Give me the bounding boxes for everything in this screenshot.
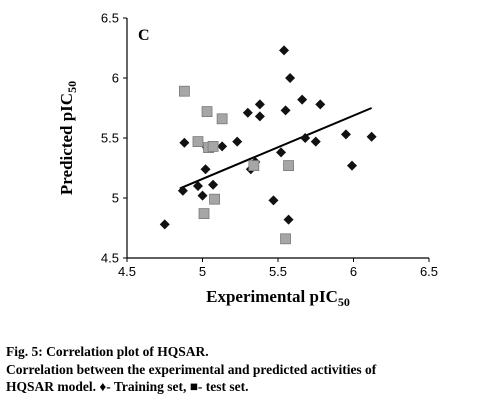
training-point xyxy=(232,136,243,147)
test-point xyxy=(178,85,190,97)
x-axis-title-main: Experimental pIC xyxy=(206,287,338,306)
test-point xyxy=(192,136,204,148)
x-tick-label: 6 xyxy=(350,264,357,279)
test-point xyxy=(198,208,210,220)
x-tick-label: 6.5 xyxy=(420,264,438,279)
test-point xyxy=(280,233,291,245)
y-axis-title: Predicted pIC50 xyxy=(57,81,79,195)
x-tick-label: 5 xyxy=(199,264,206,279)
training-point xyxy=(315,99,326,110)
training-point xyxy=(297,94,308,105)
x-tick-label: 4.5 xyxy=(118,264,136,279)
y-tick-label: 5.5 xyxy=(101,131,119,146)
training-point xyxy=(285,73,296,83)
tick-labels: 4.5 5 5.5 6 6.5 4.5 5 5.5 6 6.5 xyxy=(101,11,438,280)
y-tick-label: 5 xyxy=(112,191,119,206)
training-point xyxy=(279,45,290,56)
training-point xyxy=(208,179,219,190)
training-point xyxy=(268,195,279,206)
test-point xyxy=(201,106,213,117)
training-point xyxy=(346,160,357,171)
training-point xyxy=(242,107,253,118)
training-point xyxy=(280,105,291,116)
test-point xyxy=(209,193,220,205)
panel-label: C xyxy=(138,27,150,44)
training-point xyxy=(192,181,203,191)
trendline-layer xyxy=(179,107,373,190)
axes xyxy=(123,17,430,262)
test-point xyxy=(216,113,228,125)
training-point xyxy=(300,133,311,143)
training-point xyxy=(177,185,188,196)
y-axis-title-subscript: 50 xyxy=(65,81,79,93)
caption-description-line2: HQSAR model. ♦- Training set, ■- test se… xyxy=(6,379,249,394)
training-point xyxy=(340,129,351,140)
y-tick-label: 6 xyxy=(112,71,119,86)
test-point xyxy=(207,140,219,152)
test-point xyxy=(248,160,260,172)
caption-title: Fig. 5: Correlation plot of HQSAR. xyxy=(6,344,209,359)
trendline xyxy=(179,107,373,190)
y-tick-label: 4.5 xyxy=(101,251,119,266)
y-tick-label: 6.5 xyxy=(101,11,119,26)
training-point xyxy=(159,219,170,230)
training-point xyxy=(179,137,190,148)
caption-description-line1: Correlation between the experimental and… xyxy=(6,362,377,377)
training-point xyxy=(200,164,211,175)
training-point xyxy=(276,147,287,158)
training-point xyxy=(366,131,377,142)
y-axis-title-main: Predicted pIC xyxy=(57,93,76,195)
training-point xyxy=(283,214,294,225)
points-layer xyxy=(159,45,377,245)
training-point xyxy=(254,111,265,122)
x-axis-title-subscript: 50 xyxy=(338,295,350,309)
figure: 4.5 5 5.5 6 6.5 4.5 5 5.5 6 6.5 C Experimental pIC… xyxy=(57,11,438,310)
training-point xyxy=(254,99,265,110)
x-tick-label: 5.5 xyxy=(269,264,287,279)
series-training-set xyxy=(159,45,377,230)
scatter-chart: 4.5 5 5.5 6 6.5 4.5 5 5.5 6 6.5 C Experimental pIC… xyxy=(57,11,438,310)
training-point xyxy=(310,136,321,147)
training-point xyxy=(197,190,208,201)
test-point xyxy=(283,160,294,172)
training-point xyxy=(217,141,228,152)
x-axis-title: Experimental pIC50 xyxy=(206,287,350,309)
series-test-set xyxy=(178,85,294,245)
